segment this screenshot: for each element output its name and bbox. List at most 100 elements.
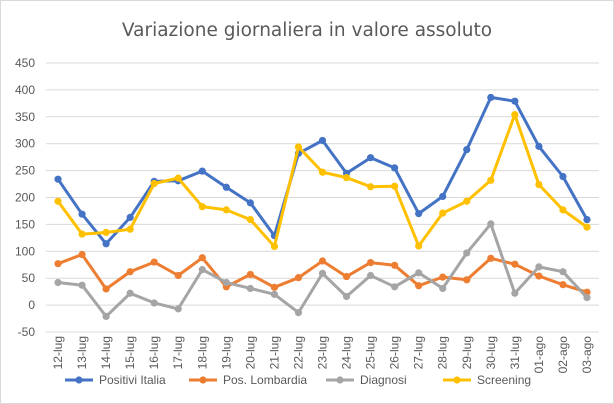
data-point [294, 143, 303, 151]
legend-label: Positivi Italia [99, 373, 166, 387]
legend-marker [453, 376, 461, 384]
data-point [222, 183, 230, 191]
x-tick-label: 16-lug [147, 336, 161, 369]
data-point [366, 183, 375, 191]
data-point [487, 93, 495, 102]
data-point [294, 309, 303, 317]
data-point [270, 283, 279, 291]
data-point [78, 230, 86, 238]
data-point [535, 142, 543, 150]
data-point [78, 281, 86, 289]
data-point [318, 257, 327, 265]
data-point [54, 197, 62, 205]
x-tick-label: 17-lug [171, 336, 185, 369]
data-point [318, 168, 327, 176]
data-point [246, 199, 254, 207]
series-positivi-italia [54, 93, 591, 248]
legend-marker [336, 376, 344, 384]
data-point [126, 289, 134, 297]
x-tick-label: 12-lug [51, 336, 65, 369]
data-point [415, 242, 423, 250]
data-point [342, 292, 351, 301]
data-point [559, 268, 567, 276]
data-point [559, 206, 567, 214]
y-tick-label: 350 [15, 110, 35, 124]
series-diagnosi [54, 220, 591, 320]
x-tick-label: 02-ago [556, 336, 570, 374]
data-point [559, 172, 567, 181]
x-tick-label: 25-lug [364, 336, 378, 369]
data-point [366, 258, 375, 267]
y-tick-label: 50 [22, 271, 36, 285]
y-tick-label: 100 [15, 244, 35, 258]
data-point [439, 284, 447, 293]
data-point [198, 167, 206, 175]
data-point [102, 312, 110, 320]
x-tick-label: 21-lug [267, 336, 281, 369]
data-point [535, 263, 543, 271]
series-pos-lombardia [54, 250, 591, 296]
data-point [535, 180, 543, 189]
data-point [559, 281, 567, 289]
data-point [270, 242, 279, 251]
x-tick-label: 15-lug [123, 336, 137, 369]
data-point [463, 146, 471, 154]
data-point [78, 250, 86, 259]
data-point [198, 265, 206, 274]
y-tick-label: 400 [15, 83, 35, 97]
x-tick-label: 30-lug [484, 336, 498, 369]
data-point [318, 269, 327, 277]
data-point [198, 203, 206, 211]
legend-label: Pos. Lombardia [223, 373, 307, 387]
data-point [342, 173, 351, 182]
data-point [366, 271, 375, 280]
data-point [366, 154, 375, 162]
data-point [535, 272, 543, 280]
data-point [487, 254, 495, 262]
data-point [439, 273, 447, 281]
data-point [391, 182, 399, 190]
y-tick-label: 150 [15, 217, 35, 231]
data-point [174, 305, 182, 313]
legend: Positivi Italia Pos. Lombardia Diagnosi Scr… [65, 373, 531, 387]
data-point [511, 111, 519, 119]
x-tick-label: 22-lug [291, 336, 305, 369]
data-point [415, 269, 423, 277]
data-point [391, 164, 399, 172]
x-tick-label: 19-lug [219, 336, 233, 369]
legend-item: Screening [443, 373, 531, 387]
data-point [294, 274, 303, 282]
x-tick-label: 20-lug [243, 336, 257, 369]
data-point [54, 278, 62, 287]
x-tick-label: 31-lug [508, 336, 522, 369]
data-point [246, 284, 254, 293]
y-tick-label: 250 [15, 164, 35, 178]
legend-marker [75, 376, 83, 384]
data-point [102, 240, 110, 248]
data-point [342, 272, 351, 281]
legend-label: Screening [477, 373, 531, 387]
x-tick-label: 18-lug [195, 336, 209, 369]
data-point [54, 260, 62, 268]
data-point [511, 260, 519, 268]
x-tick-label: 13-lug [75, 336, 89, 369]
data-point [150, 299, 158, 307]
x-axis: 12-lug 13-lug 14-lug 15-lug 16-lug 17-lug 18-l… [51, 336, 594, 374]
data-point [222, 278, 230, 287]
x-tick-label: 03-ago [580, 336, 594, 374]
legend-marker [199, 376, 207, 384]
data-point [318, 136, 327, 145]
data-point [583, 293, 591, 302]
data-point [463, 197, 471, 205]
x-tick-label: 27-lug [412, 336, 426, 369]
x-tick-label: 23-lug [316, 336, 330, 369]
data-point [150, 258, 158, 266]
data-point [270, 290, 279, 298]
data-point [54, 175, 62, 183]
data-point [415, 282, 423, 290]
chart-title: Variazione giornaliera in valore assolut… [122, 20, 492, 41]
x-tick-label: 01-ago [532, 336, 546, 374]
y-tick-label: 300 [15, 137, 35, 151]
data-point [487, 176, 495, 184]
